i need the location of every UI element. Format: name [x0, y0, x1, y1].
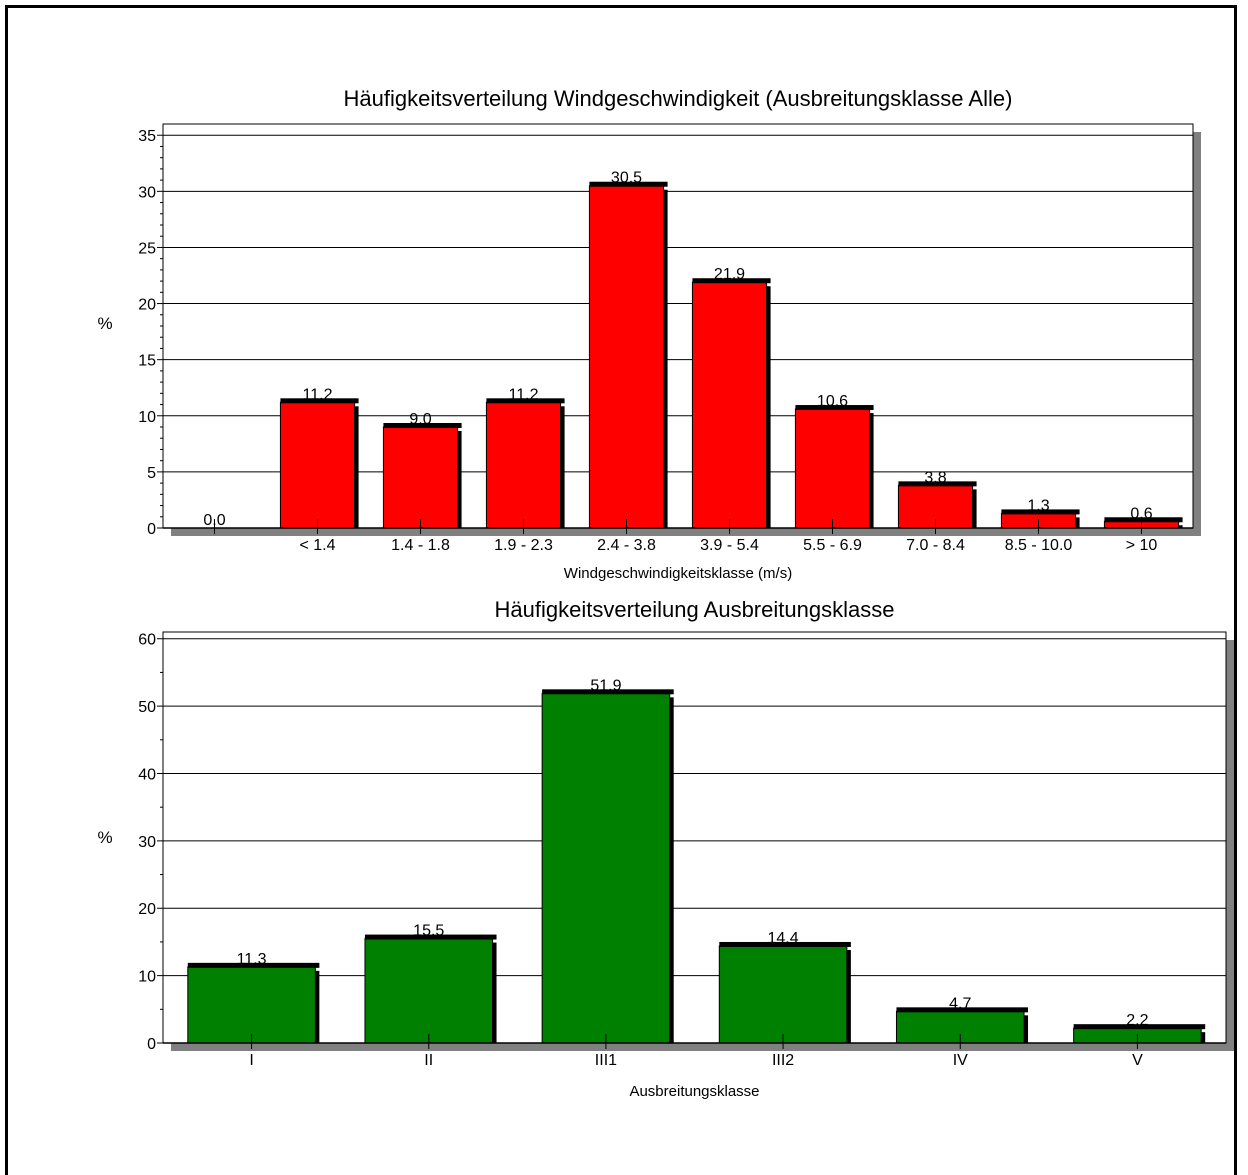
data-label: 11.2: [509, 386, 539, 403]
data-label: 2.2: [1126, 1012, 1148, 1029]
data-label: 0.6: [1130, 505, 1152, 522]
y-tick-label: 0: [147, 1036, 156, 1053]
x-tick-label: 7.0 - 8.4: [906, 537, 965, 554]
x-tick-label: 3.9 - 5.4: [700, 537, 759, 554]
chart-title: Häufigkeitsverteilung Windgeschwindigkei…: [344, 86, 1013, 111]
data-label: 10.6: [817, 393, 848, 410]
bar-top-edge: [1073, 1024, 1206, 1030]
bar-top-edge: [896, 1007, 1029, 1013]
data-label: 21.9: [714, 266, 745, 283]
data-label: 11.3: [237, 951, 267, 968]
x-tick-label: II: [424, 1052, 433, 1069]
y-tick-label: 40: [138, 766, 156, 783]
x-tick-label: 2.4 - 3.8: [597, 537, 656, 554]
bar: [382, 426, 459, 529]
y-tick-label: 30: [138, 184, 156, 201]
bar-top-edge: [542, 689, 674, 695]
y-tick-label: 35: [138, 128, 156, 145]
data-label: 14.4: [768, 930, 799, 947]
y-tick-label: 20: [138, 901, 156, 918]
x-tick-label: 1.4 - 1.8: [391, 537, 450, 554]
bar-top-edge: [486, 398, 565, 404]
bar: [541, 692, 671, 1044]
bar-top-edge: [187, 962, 320, 968]
chart-1: Häufigkeitsverteilung Windgeschwindigkei…: [97, 86, 1201, 582]
y-tick-label: 25: [138, 240, 156, 257]
plot-area: [162, 631, 1227, 1044]
x-tick-label: < 1.4: [299, 537, 335, 554]
bar: [588, 185, 665, 529]
bar-top-edge: [364, 934, 497, 940]
bar: [364, 938, 494, 1044]
bar: [187, 966, 316, 1044]
x-tick-label: III2: [772, 1052, 794, 1069]
x-tick-label: V: [1132, 1052, 1143, 1069]
y-tick-label: 10: [138, 969, 156, 986]
bar: [718, 945, 848, 1044]
y-tick-label: 0: [147, 521, 156, 538]
bar-top-edge: [383, 423, 462, 428]
y-tick-label: 15: [138, 353, 156, 370]
x-tick-label: III1: [595, 1052, 617, 1069]
y-tick-label: 10: [138, 409, 156, 426]
y-tick-label: 50: [138, 699, 156, 716]
y-tick-label: 60: [138, 632, 156, 649]
x-tick-label: 8.5 - 10.0: [1005, 537, 1073, 554]
bar-top-edge: [1001, 509, 1080, 515]
x-tick-label: 5.5 - 6.9: [803, 537, 862, 554]
bar-top-edge: [719, 941, 851, 947]
data-label: 30.5: [611, 170, 642, 187]
x-tick-label: IV: [953, 1052, 968, 1069]
data-label: 1.3: [1027, 497, 1049, 514]
data-label: 3.8: [924, 469, 946, 486]
bar-top-edge: [692, 278, 771, 284]
bar: [485, 401, 562, 529]
x-tick-label: I: [249, 1052, 253, 1069]
data-label: 15.5: [413, 923, 444, 940]
data-label: 51.9: [590, 677, 621, 694]
data-label: 11.2: [303, 386, 333, 403]
chart-2: Häufigkeitsverteilung Ausbreitungsklasse…: [97, 597, 1234, 1100]
y-axis-label: %: [97, 314, 112, 333]
y-tick-label: 20: [138, 297, 156, 314]
x-tick-label: > 10: [1126, 537, 1158, 554]
chart-title: Häufigkeitsverteilung Ausbreitungsklasse: [495, 597, 895, 622]
bar-top-edge: [898, 481, 977, 487]
bar: [691, 281, 768, 529]
y-tick-label: 5: [147, 465, 156, 482]
bar: [794, 408, 871, 529]
x-axis-label: Ausbreitungsklasse: [629, 1083, 759, 1100]
bar-top-edge: [589, 181, 668, 187]
data-label: 9.0: [409, 411, 431, 428]
bar-top-edge: [795, 405, 874, 411]
y-tick-label: 30: [138, 834, 156, 851]
data-label: 4.7: [949, 995, 971, 1012]
y-axis-label: %: [97, 828, 112, 847]
bar: [279, 401, 356, 529]
bar-top-edge: [280, 398, 359, 404]
figure-frame: [5, 5, 1237, 1175]
x-tick-label: 1.9 - 2.3: [494, 537, 553, 554]
bar-top-edge: [1104, 517, 1183, 523]
x-axis-label: Windgeschwindigkeitsklasse (m/s): [564, 565, 792, 582]
